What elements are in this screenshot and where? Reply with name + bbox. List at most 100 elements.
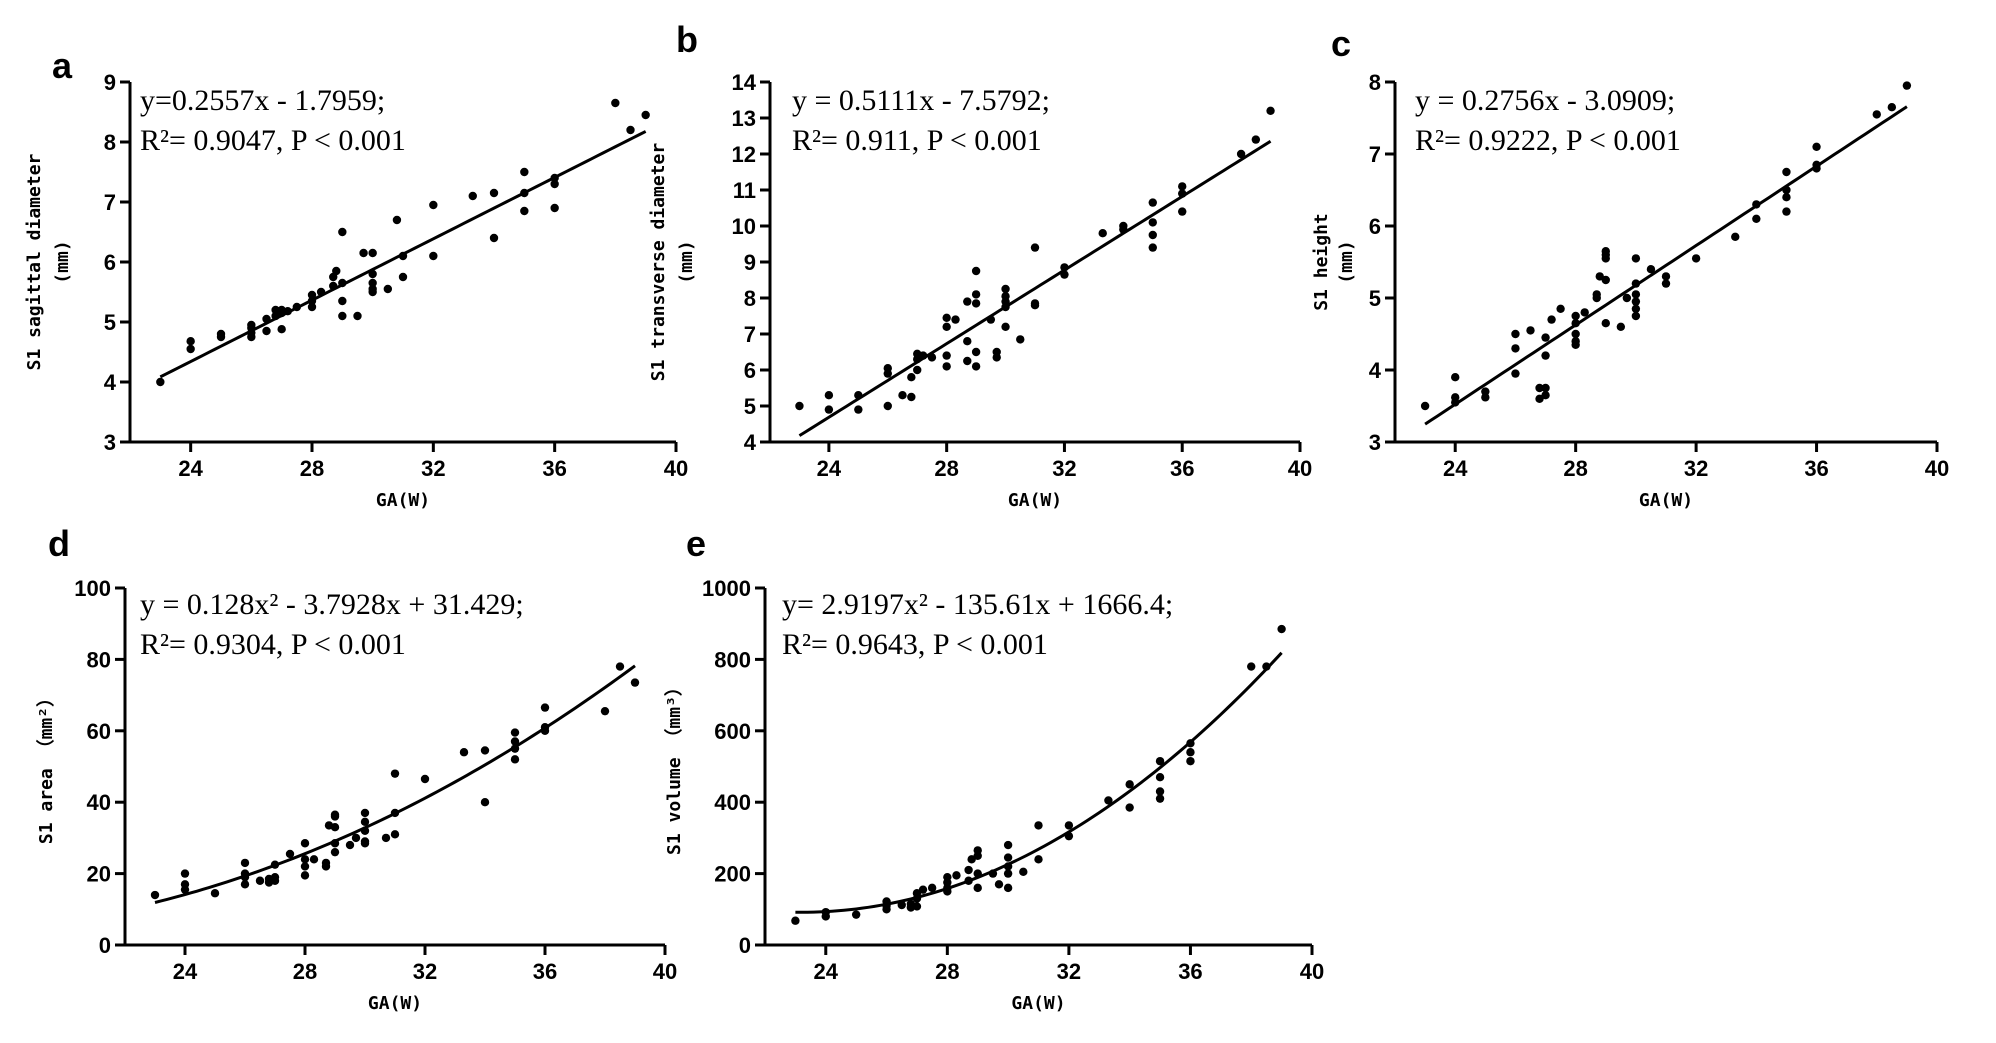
data-point [942,322,951,331]
data-point [540,723,550,732]
data-point [626,125,635,135]
y-tick-label: 80 [87,647,111,672]
data-point [1186,756,1195,766]
data-point [1001,284,1010,294]
data-point [1034,855,1043,864]
r-squared-text: R²= 0.9643, P < 0.001 [782,628,1048,661]
y-tick-label: 7 [744,322,756,347]
data-point [510,755,520,764]
data-point [1535,383,1544,393]
x-tick-label: 36 [1170,456,1194,481]
x-tick-label: 32 [1684,456,1708,481]
data-point [338,227,347,237]
chart-panel-a: a 3 4 5 6 7 8 9 24 28 32 36 40 GA(W) S1 sagittal diame… [24,45,688,511]
data-point [963,356,972,366]
data-point [1601,275,1610,285]
data-point [1155,756,1165,766]
r-squared-text: R²= 0.911, P < 0.001 [792,124,1042,157]
data-point [1155,794,1165,803]
y-tick-label: 12 [732,142,756,167]
data-point [216,329,226,339]
data-point [300,855,310,864]
x-tick-label: 40 [1300,959,1324,984]
x-tick-label: 32 [413,959,437,984]
fit-line [154,664,636,904]
y-tick-label: 10 [732,214,756,239]
data-point [883,364,892,373]
data-point [1236,149,1246,159]
data-point [971,290,981,299]
data-point [300,871,310,880]
data-point [952,871,961,880]
x-tick-label: 36 [1804,456,1828,481]
panel-letter: e [686,523,706,564]
x-tick-label: 36 [542,456,566,481]
data-point [307,302,317,312]
data-point [1420,401,1430,411]
y-tick-label: 100 [74,576,111,601]
data-point [1541,383,1550,393]
equation-text: y = 0.2756x - 3.0909; [1415,84,1675,117]
x-axis-title: GA(W) [376,490,430,511]
y-tick-label: 7 [104,190,116,215]
data-point [300,839,310,848]
x-tick-label: 32 [421,456,445,481]
data-point [851,910,861,919]
data-point [854,405,863,414]
data-point [1872,110,1881,119]
data-point [550,173,559,183]
data-point [338,278,347,288]
data-point [1631,297,1641,306]
data-point [1902,81,1912,90]
y-tick-label: 7 [1369,142,1381,167]
data-point [1631,304,1641,313]
data-point [1001,322,1010,331]
data-point [270,860,280,869]
data-point [1125,780,1134,789]
data-point [1178,207,1187,216]
data-point [285,849,295,859]
data-point [390,808,400,818]
data-point [283,307,292,316]
data-point [368,269,377,279]
x-tick-label: 40 [1288,456,1312,481]
data-point [1511,329,1520,339]
y-tick-label: 14 [732,70,757,95]
data-point [1155,787,1165,796]
y-tick-label: 60 [87,719,111,744]
fit-line [795,651,1283,914]
data-point [1601,319,1610,328]
data-point [510,737,520,746]
data-point [1155,773,1165,782]
y-tick-label: 13 [732,106,756,131]
fit-line [798,139,1272,437]
x-tick-label: 24 [814,959,839,984]
data-point [942,313,951,322]
data-point [967,855,976,864]
data-point [1571,329,1580,339]
data-point [468,191,477,201]
y-tick-label: 20 [87,862,111,887]
data-point [913,365,922,375]
panel-letter: c [1331,23,1351,64]
data-point [918,885,928,894]
data-point [429,251,438,261]
data-point [1003,840,1013,850]
chart-panel-b: b 4 5 6 7 8 9 10 11 12 13 14 24 28 32 36 40 GA(W) S1 trans… [648,19,1312,511]
data-point [1178,189,1187,198]
data-point [338,296,347,306]
data-point [309,855,319,864]
data-point [912,902,922,911]
data-point [1616,322,1626,331]
data-point [381,833,391,843]
data-point [951,315,960,324]
data-point [1119,221,1128,231]
y-tick-label: 0 [99,933,111,958]
data-point [1251,135,1261,144]
y-tick-label: 9 [744,250,756,275]
data-point [480,798,490,807]
x-tick-label: 24 [173,959,198,984]
y-tick-label: 3 [1369,430,1381,455]
y-axis-unit: (mm) [676,240,697,283]
